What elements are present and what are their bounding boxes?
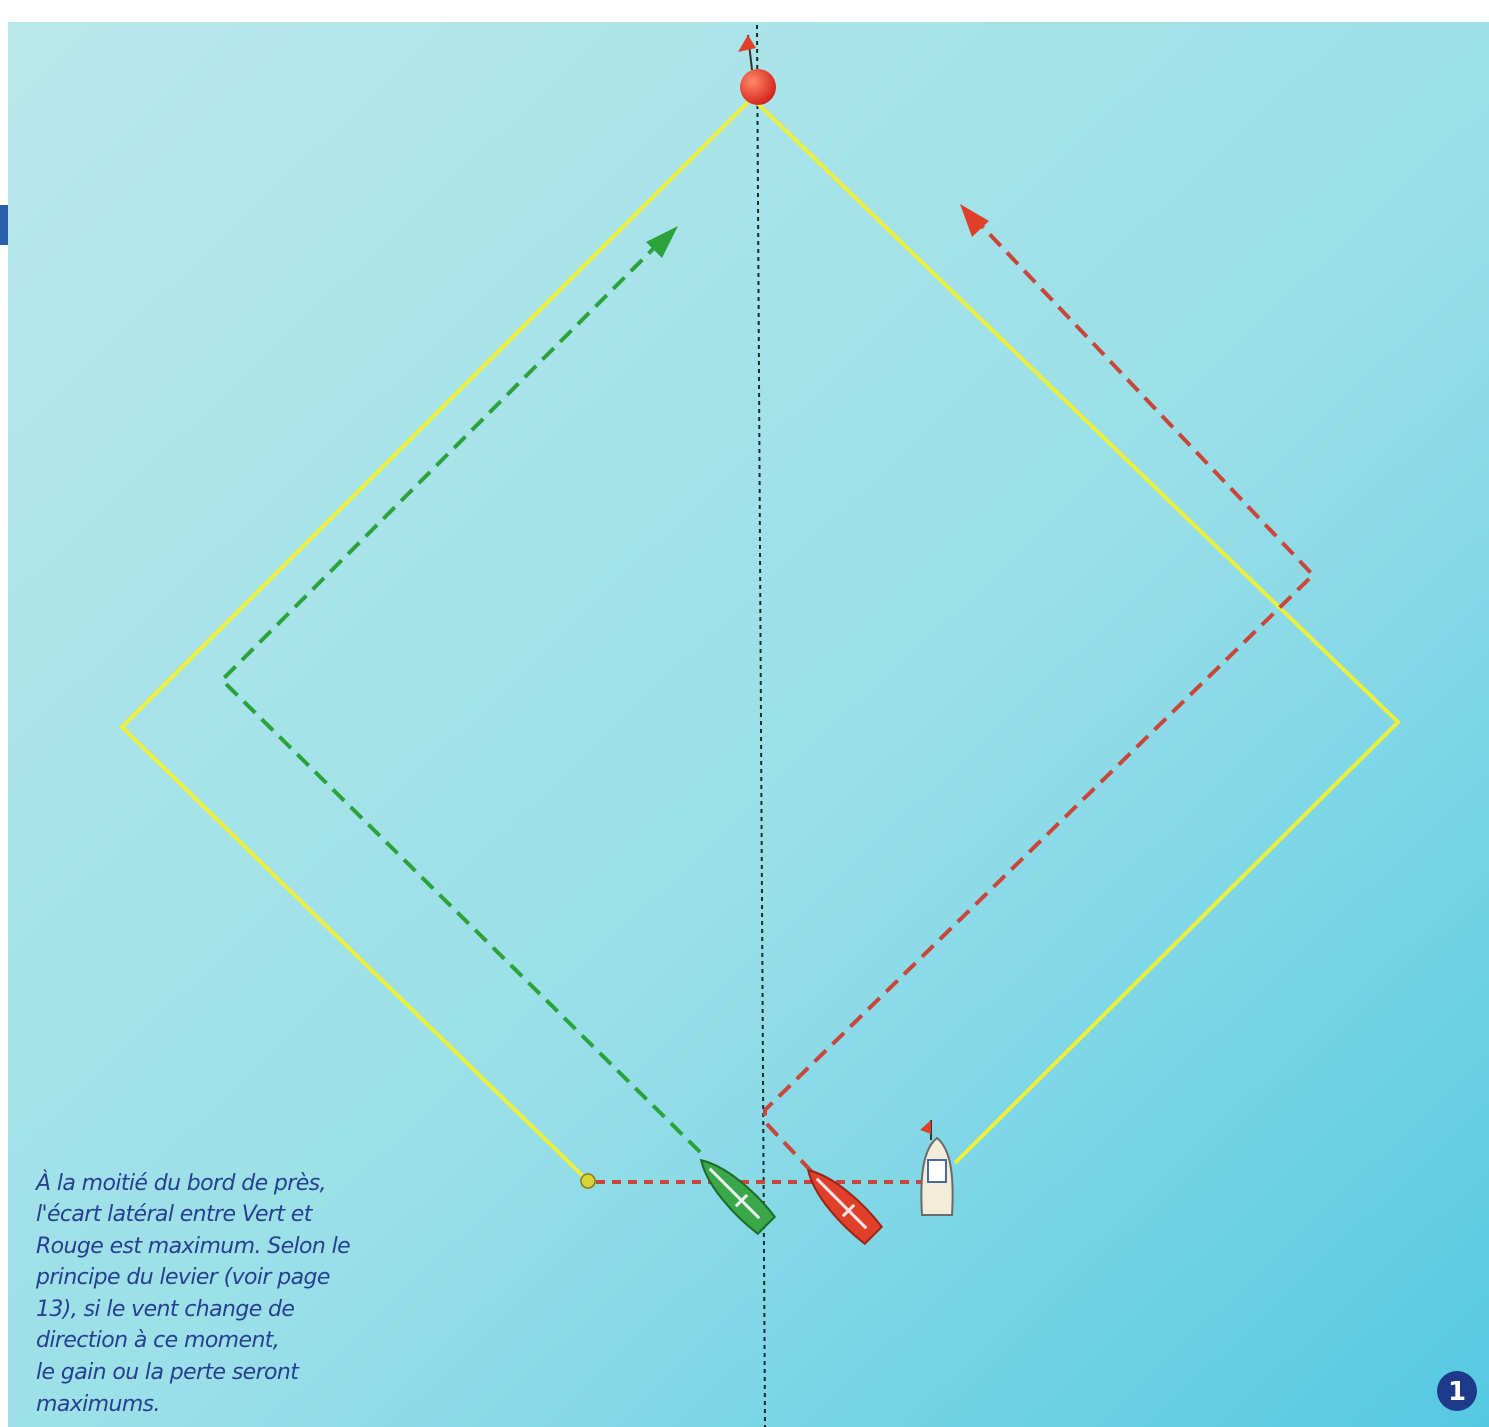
red-route: [763, 220, 1316, 1174]
buoy: [740, 69, 776, 105]
green-route: [219, 240, 702, 1154]
buoy-flag: [738, 35, 756, 52]
green-boat: [699, 1158, 777, 1236]
caption-line: Rouge est maximum. Selon le: [36, 1234, 350, 1259]
red-arrow: [960, 204, 989, 237]
figure-badge: [1437, 1371, 1477, 1411]
figure-number: 1: [1448, 1377, 1466, 1407]
caption-line: À la moitié du bord de près,: [34, 1170, 326, 1196]
green-arrow: [646, 226, 678, 258]
caption-line: direction à ce moment,: [36, 1328, 279, 1353]
caption-line: le gain ou la perte seront: [36, 1360, 300, 1385]
caption-line: l'écart latéral entre Vert et: [36, 1202, 314, 1227]
start-mark: [580, 1173, 596, 1189]
caption-line: maximums.: [36, 1392, 160, 1417]
red-boat: [806, 1168, 884, 1246]
caption-line: 13), si le vent change de: [36, 1297, 294, 1322]
edge-mark: [0, 205, 8, 245]
caption-line: principe du levier (voir page: [35, 1265, 330, 1290]
committee-boat: [920, 1120, 954, 1216]
caption: À la moitié du bord de près, l'écart lat…: [34, 1170, 357, 1417]
wind-axis: [756, 24, 766, 1427]
